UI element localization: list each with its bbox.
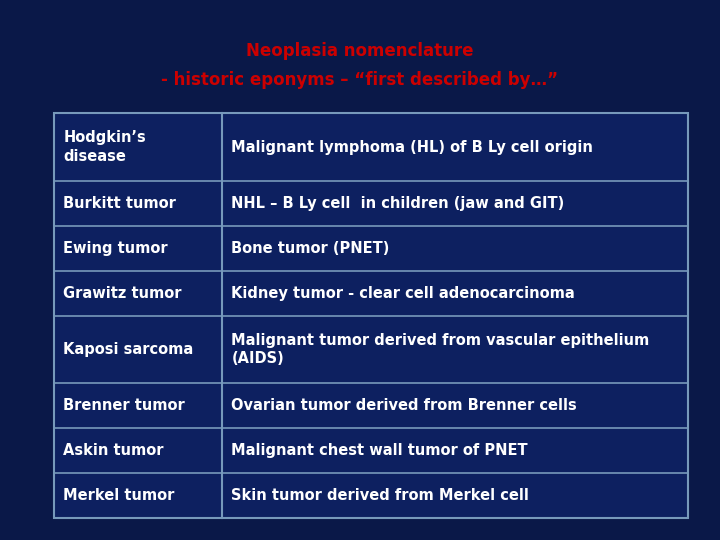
Text: NHL – B Ly cell  in children (jaw and GIT): NHL – B Ly cell in children (jaw and GIT…: [231, 196, 564, 211]
Text: Askin tumor: Askin tumor: [63, 443, 164, 458]
Text: Merkel tumor: Merkel tumor: [63, 488, 175, 503]
Text: Malignant lymphoma (HL) of B Ly cell origin: Malignant lymphoma (HL) of B Ly cell ori…: [231, 140, 593, 154]
Text: Burkitt tumor: Burkitt tumor: [63, 196, 176, 211]
Text: Malignant tumor derived from vascular epithelium
(AIDS): Malignant tumor derived from vascular ep…: [231, 333, 649, 367]
Text: Ovarian tumor derived from Brenner cells: Ovarian tumor derived from Brenner cells: [231, 399, 577, 414]
Text: Ewing tumor: Ewing tumor: [63, 241, 168, 256]
Text: Kaposi sarcoma: Kaposi sarcoma: [63, 342, 194, 357]
Text: Hodgkin’s
disease: Hodgkin’s disease: [63, 130, 146, 164]
Text: Grawitz tumor: Grawitz tumor: [63, 286, 182, 301]
Text: Kidney tumor - clear cell adenocarcinoma: Kidney tumor - clear cell adenocarcinoma: [231, 286, 575, 301]
Text: Neoplasia nomenclature: Neoplasia nomenclature: [246, 42, 474, 60]
Text: - historic eponyms – “first described by…”: - historic eponyms – “first described by…: [161, 71, 559, 89]
Text: Malignant chest wall tumor of PNET: Malignant chest wall tumor of PNET: [231, 443, 528, 458]
Text: Bone tumor (PNET): Bone tumor (PNET): [231, 241, 390, 256]
Text: Skin tumor derived from Merkel cell: Skin tumor derived from Merkel cell: [231, 488, 529, 503]
FancyBboxPatch shape: [54, 113, 688, 518]
Text: Brenner tumor: Brenner tumor: [63, 399, 185, 414]
